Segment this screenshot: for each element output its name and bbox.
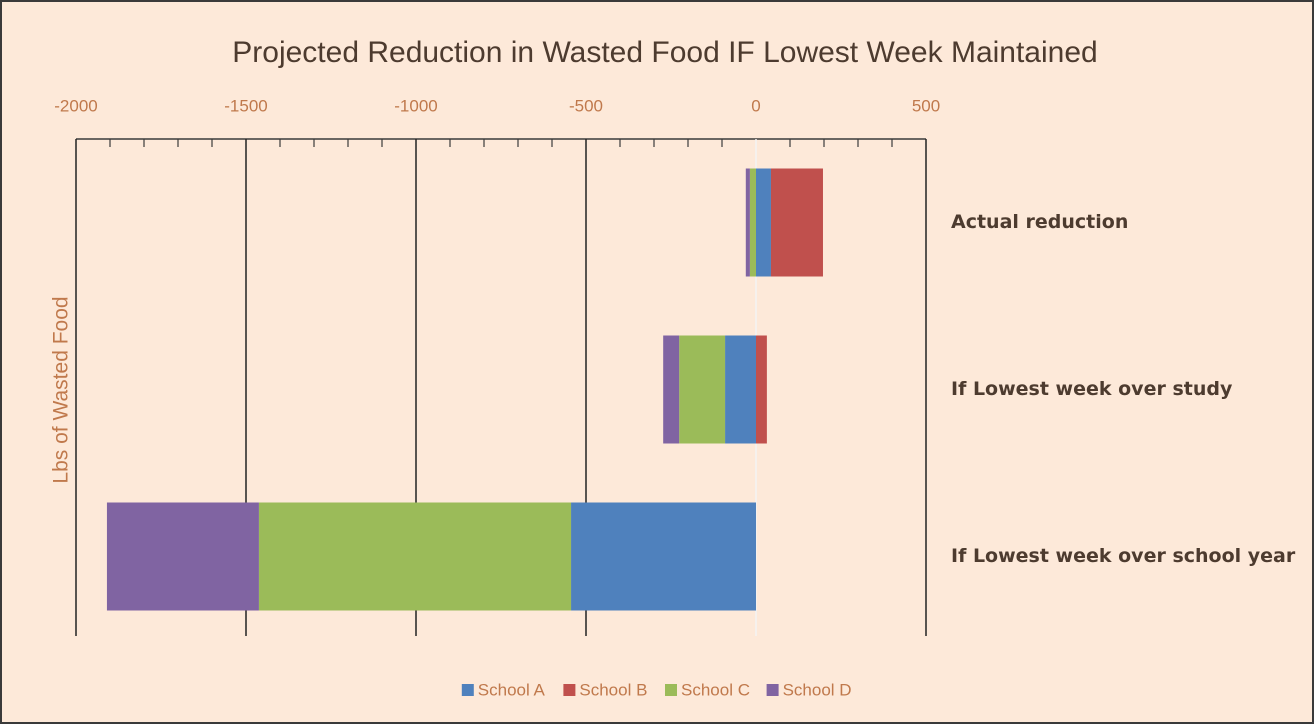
bar (663, 335, 680, 444)
legend-swatch (461, 684, 474, 696)
chart-title: Projected Reduction in Wasted Food IF Lo… (232, 36, 1097, 69)
x-tick-label: -1000 (394, 96, 437, 115)
legend-swatch (563, 684, 576, 696)
bar (756, 168, 771, 277)
category-label: If Lowest week over school year (951, 545, 1296, 567)
bar (745, 168, 750, 277)
category-label: Actual reduction (951, 211, 1128, 233)
legend-label: School A (478, 680, 546, 699)
bar (749, 168, 756, 277)
bar (106, 502, 259, 611)
bar (571, 502, 756, 611)
bar (258, 502, 572, 611)
legend-label: School B (579, 680, 647, 699)
y-axis-label: Lbs of Wasted Food (50, 296, 73, 483)
legend-label: School D (783, 680, 852, 699)
legend-swatch (665, 684, 677, 696)
x-tick-label: 500 (912, 96, 940, 115)
x-tick-label: -500 (569, 96, 603, 115)
x-tick-label: -2000 (54, 96, 97, 115)
x-tick-label: 0 (751, 96, 760, 115)
legend-label: School C (681, 680, 750, 699)
bar (770, 168, 823, 277)
legend-swatch (766, 684, 779, 696)
bar (679, 335, 726, 444)
bar (725, 335, 756, 444)
category-label: If Lowest week over study (951, 378, 1233, 400)
bar (756, 335, 767, 444)
x-tick-label: -1500 (224, 96, 267, 115)
